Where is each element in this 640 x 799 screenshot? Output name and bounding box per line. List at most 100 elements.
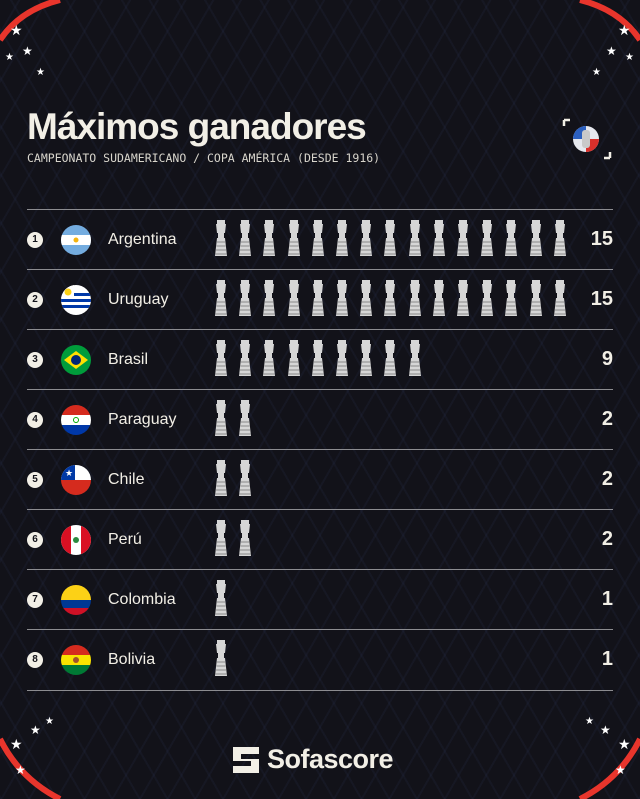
trophy-icon	[215, 640, 227, 676]
team-name: Uruguay	[108, 291, 169, 308]
trophy-icon	[408, 340, 421, 376]
rank-badge: 6	[27, 532, 43, 548]
svg-text:★: ★	[618, 22, 631, 38]
stars-stripes-decoration-top-left: ★★★★	[0, 0, 61, 78]
brand-name: Sofascore	[267, 744, 394, 774]
trophy-icon	[215, 580, 227, 616]
stars-stripes-decoration-bottom-right: ★ ★ ★ ★	[578, 716, 640, 799]
trophy-icon	[505, 220, 518, 256]
sofascore-brand: Sofascore	[233, 744, 394, 775]
trophy-icon	[529, 280, 542, 316]
flag-icon	[61, 225, 91, 255]
trophy-icon	[336, 220, 348, 256]
svg-text:★: ★	[15, 763, 26, 777]
stars-stripes-decoration-bottom-left: ★ ★ ★ ★	[0, 716, 62, 799]
table-row: 1 Argentina 15	[27, 209, 613, 270]
title-count: 2	[601, 468, 613, 490]
trophy-icon	[529, 220, 542, 256]
trophy-icon	[215, 220, 227, 256]
trophy-icon	[384, 340, 397, 376]
trophy-icon	[215, 520, 227, 556]
flag-icon	[61, 405, 91, 435]
table-row: 3 Brasil 9	[27, 329, 613, 390]
trophy-icon	[432, 280, 445, 316]
trophy-icon	[239, 280, 252, 316]
title-count: 1	[601, 588, 613, 610]
sofascore-logo-icon	[233, 746, 259, 773]
trophy-icon	[384, 220, 397, 256]
trophy-icon	[360, 280, 373, 316]
svg-text:★: ★	[618, 736, 631, 752]
rank-badge: 3	[27, 352, 43, 368]
trophy-icon	[287, 340, 300, 376]
trophy-icon	[336, 340, 348, 376]
table-row: 2 Uruguay 15	[27, 269, 613, 330]
title-count: 2	[601, 408, 613, 430]
flag-icon	[61, 645, 91, 675]
title-count: 15	[590, 228, 613, 250]
rank-badge: 4	[27, 412, 43, 428]
team-name: Brasil	[108, 351, 149, 368]
title-count: 9	[601, 348, 613, 370]
trophy-icon	[336, 280, 348, 316]
svg-text:★: ★	[625, 52, 634, 63]
team-name: Argentina	[108, 231, 177, 248]
trophy-icon	[215, 400, 227, 436]
svg-text:★: ★	[45, 716, 54, 727]
trophy-icon	[263, 340, 276, 376]
trophy-icon	[553, 280, 566, 316]
table-row: 8 Bolivia 1	[27, 629, 613, 691]
trophy-icon	[408, 280, 421, 316]
svg-text:★: ★	[10, 22, 23, 38]
trophy-icon	[408, 220, 421, 256]
trophy-icon	[311, 280, 324, 316]
flag-icon	[61, 525, 91, 555]
trophy-icon	[263, 220, 276, 256]
table-row: 4 Paraguay 2	[27, 389, 613, 450]
trophy-icon	[239, 460, 252, 496]
rank-badge: 1	[27, 232, 43, 248]
trophy-icon	[287, 280, 300, 316]
trophy-icon	[239, 400, 252, 436]
table-row: 5 ★ Chile 2	[27, 449, 613, 510]
team-name: Bolivia	[108, 651, 156, 668]
team-name: Chile	[108, 471, 145, 488]
table-row: 6 Perú 2	[27, 509, 613, 570]
trophy-icon	[239, 220, 252, 256]
trophy-icon	[360, 340, 373, 376]
svg-text:★: ★	[10, 736, 23, 752]
svg-text:★: ★	[5, 52, 14, 63]
trophy-icon	[432, 220, 445, 256]
trophy-icon	[263, 280, 276, 316]
trophy-icon	[384, 280, 397, 316]
team-name: Perú	[108, 531, 142, 548]
trophy-icon	[311, 340, 324, 376]
rank-badge: 7	[27, 592, 43, 608]
trophy-icon	[481, 220, 494, 256]
title-count: 1	[601, 648, 613, 670]
svg-text:★: ★	[36, 67, 45, 78]
trophy-icon	[311, 220, 324, 256]
trophy-icon	[215, 460, 227, 496]
trophy-icon	[287, 220, 300, 256]
trophy-icon	[457, 220, 469, 256]
trophy-icon	[239, 520, 252, 556]
trophy-icon	[553, 220, 566, 256]
svg-text:★: ★	[22, 44, 33, 58]
trophy-icon	[481, 280, 494, 316]
flag-icon	[61, 585, 91, 615]
page-title: Máximos ganadores	[27, 106, 367, 147]
title-count: 2	[601, 528, 613, 550]
stars-stripes-decoration-top-right: ★★★★	[579, 0, 640, 78]
trophy-icon	[457, 280, 469, 316]
table-row: 7 Colombia 1	[27, 569, 613, 630]
svg-text:★: ★	[30, 723, 41, 737]
flag-icon	[61, 345, 91, 375]
page-subtitle: CAMPEONATO SUDAMERICANO / COPA AMÉRICA (…	[27, 151, 381, 165]
copa-america-logo	[562, 118, 612, 160]
team-name: Colombia	[108, 591, 176, 608]
flag-icon: ★	[61, 465, 91, 495]
trophy-icon	[360, 220, 373, 256]
trophy-icon	[239, 340, 252, 376]
